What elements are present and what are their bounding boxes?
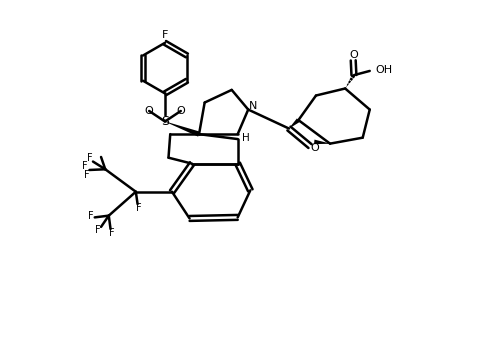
Text: S: S xyxy=(161,115,169,128)
Text: F: F xyxy=(87,153,92,163)
Text: O: O xyxy=(176,106,185,116)
Text: H: H xyxy=(242,133,250,143)
Text: F: F xyxy=(162,30,168,40)
Text: N: N xyxy=(248,101,257,111)
Text: O: O xyxy=(349,50,358,60)
Text: F: F xyxy=(84,170,90,179)
Polygon shape xyxy=(165,121,200,137)
Text: F: F xyxy=(88,211,93,221)
Text: F: F xyxy=(95,225,101,235)
Polygon shape xyxy=(314,139,330,144)
Text: O: O xyxy=(145,106,154,116)
Text: O: O xyxy=(310,143,319,153)
Text: F: F xyxy=(82,161,88,171)
Text: OH: OH xyxy=(376,65,393,75)
Text: F: F xyxy=(109,228,115,238)
Polygon shape xyxy=(289,118,300,129)
Text: F: F xyxy=(136,203,142,213)
